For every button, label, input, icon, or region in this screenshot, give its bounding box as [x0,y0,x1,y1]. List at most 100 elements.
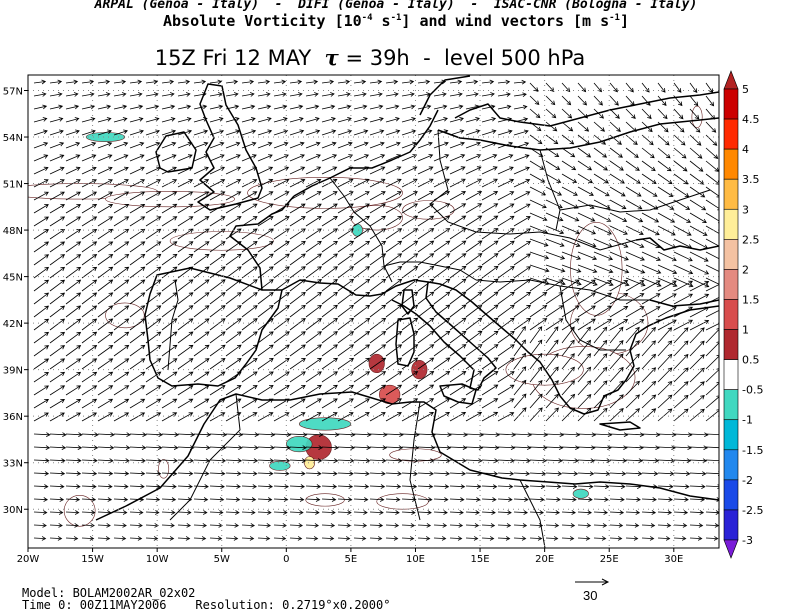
wind-vector [33,104,48,110]
wind-vector [145,344,162,357]
wind-vector [433,536,447,541]
colorbar-label: -1 [742,414,753,427]
wind-vector [705,458,719,463]
wind-vector [273,458,291,463]
wind-vector [81,104,96,110]
header-variables: Absolute Vorticity [10-4 s-1] and wind v… [0,12,792,30]
wind-vector [529,339,543,357]
wind-vector [545,264,566,273]
wind-vector [321,191,338,201]
wind-vector [513,129,529,136]
wind-vector [49,385,66,396]
wind-vector [321,141,337,149]
wind-vector [225,203,242,214]
wind-vector [481,240,499,253]
wind-vector [673,381,689,396]
wind-vector [289,384,306,396]
wind-vector [689,367,705,383]
wind-vector [433,510,448,515]
wind-vector [113,358,130,370]
wind-vector [593,160,608,171]
wind-vector [113,104,128,110]
wind-vector [193,228,210,240]
wind-vector [65,154,81,162]
wind-vector [65,371,82,383]
wind-vector [241,318,258,331]
wind-vector [113,154,129,162]
wind-vector [145,510,160,515]
wind-vector [705,368,719,383]
wind-vector [257,371,274,383]
wind-vector [257,471,274,476]
wind-vector [49,510,64,515]
wind-vector [673,458,692,463]
wind-vector [97,371,114,383]
wind-vector [257,154,273,162]
vorticity-patch [304,456,316,470]
wind-vector [449,471,467,476]
wind-vector [161,203,178,214]
wind-vector [401,166,418,175]
wind-vector [129,305,146,318]
wind-vector [49,254,66,266]
wind-vector [433,92,447,97]
wind-vector [209,318,226,331]
wind-vector [337,371,354,383]
wind-vector [705,328,719,344]
wind-vector [465,484,482,489]
wind-vector [545,326,559,344]
wind-vector [145,412,162,422]
coastline-crete [599,421,641,431]
wind-vector [81,305,98,318]
wind-vector [193,266,210,279]
wind-vector [657,293,677,305]
wind-vector [289,279,306,292]
wind-vector [65,471,82,476]
map-title: 15Z Fri 12 MAY τ = 39h - level 500 hPa [0,45,740,70]
wind-vector [241,497,257,502]
wind-vector [449,278,467,292]
wind-vector [561,353,575,370]
wind-vector [113,318,130,331]
wind-vector [161,241,178,253]
wind-vector [353,384,370,396]
wind-vector [369,240,387,253]
wind-vector [449,92,463,97]
wind-vector [209,398,226,409]
wind-vector [225,305,242,318]
wind-vector [513,141,530,149]
wind-vector [257,484,274,489]
wind-vector [209,279,226,292]
title-prefix: 15Z Fri 12 MAY [154,46,325,70]
wind-vector [161,523,175,528]
wind-vector [545,108,557,119]
wind-vector [273,471,290,476]
wind-vector [225,432,244,437]
wind-vector [129,104,144,110]
wind-vector [353,228,371,240]
wind-vector [321,471,338,476]
wind-vector [465,510,480,515]
wind-vector [241,398,258,409]
wind-vector [449,79,463,85]
lon-label: 5W [214,554,230,565]
wind-vector [465,432,484,438]
wind-vector [113,471,130,476]
wind-vector [113,536,127,541]
wind-vector [401,344,419,357]
wind-vector [641,95,651,106]
wind-vector [177,385,194,396]
wind-vector [593,251,614,261]
wind-vector [225,318,242,331]
wind-vector [673,445,692,451]
wind-vector [353,497,369,502]
wind-vector [273,371,290,383]
wind-vector [625,306,645,318]
wind-vector [81,458,98,463]
wind-vector [97,358,114,370]
wind-vector [481,79,495,85]
wind-vector [49,458,66,463]
wind-vector [705,95,715,107]
wind-vector [417,228,435,240]
wind-vector [577,121,590,132]
